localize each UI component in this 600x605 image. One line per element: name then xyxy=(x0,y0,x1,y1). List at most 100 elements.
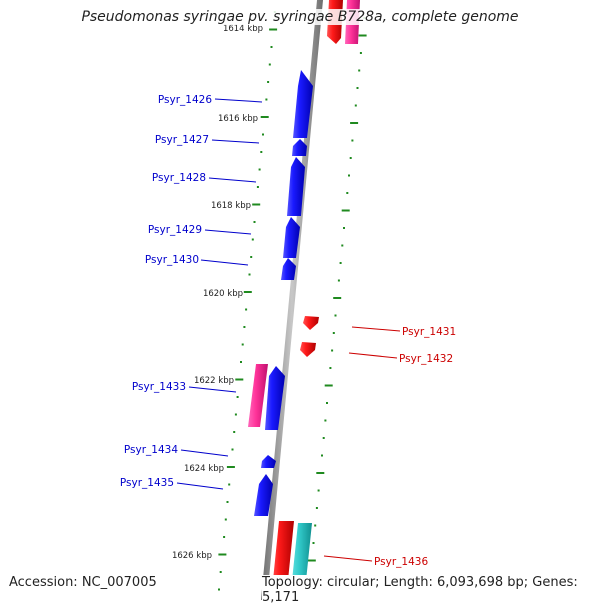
gene-arrow-psyr-1427[interactable] xyxy=(292,139,307,156)
minor-tick xyxy=(262,133,264,136)
minor-tick xyxy=(260,151,263,153)
minor-tick xyxy=(253,221,256,223)
gene-label-psyr-1430[interactable]: Psyr_1430 xyxy=(145,254,199,266)
genome-summary: Topology: circular; Length: 6,093,698 bp… xyxy=(262,575,600,605)
minor-tick xyxy=(322,437,325,439)
gene-arrow-psyr-1435[interactable] xyxy=(254,474,273,516)
major-tick xyxy=(269,28,278,31)
gene-label-psyr-1429[interactable]: Psyr_1429 xyxy=(148,224,202,236)
major-tick xyxy=(243,291,252,293)
minor-tick xyxy=(256,186,259,188)
minor-tick xyxy=(231,448,234,451)
major-tick xyxy=(358,34,367,37)
gene-arrow-psyr-1432[interactable] xyxy=(300,342,316,357)
minor-tick xyxy=(315,507,318,509)
minor-tick xyxy=(317,489,320,492)
minor-tick xyxy=(332,332,335,334)
minor-tick xyxy=(236,396,239,398)
minor-tick xyxy=(346,192,349,194)
leader-line xyxy=(188,386,237,393)
gene-arrow-psyr-1429[interactable] xyxy=(283,217,300,258)
gene-label-psyr-1434[interactable]: Psyr_1434 xyxy=(124,444,178,456)
gene-arrow-psyr-1431[interactable] xyxy=(303,316,319,330)
major-tick xyxy=(341,209,350,212)
gene-label-psyr-1427[interactable]: Psyr_1427 xyxy=(155,134,209,146)
minor-tick xyxy=(343,227,345,229)
major-tick xyxy=(218,553,227,556)
minor-tick xyxy=(337,279,340,282)
minor-tick xyxy=(348,174,350,177)
map-title: Pseudomonas syringae pv. syringae B728a,… xyxy=(0,9,600,25)
tick-label: 1626 kbp xyxy=(172,551,212,561)
leader-line xyxy=(351,326,401,332)
leader-line xyxy=(180,449,229,457)
minor-tick xyxy=(250,256,253,258)
gene-label-psyr-1431[interactable]: Psyr_1431 xyxy=(402,326,456,338)
minor-tick xyxy=(334,314,337,317)
gene-arrow-psyr-1426[interactable] xyxy=(293,70,313,138)
gene-arrow-psyr-1434[interactable] xyxy=(261,455,276,468)
tick-label: 1624 kbp xyxy=(184,464,224,474)
minor-tick xyxy=(359,52,362,54)
major-tick xyxy=(333,297,342,299)
minor-tick xyxy=(223,536,226,538)
minor-tick xyxy=(329,367,332,369)
gene-bar-psyr-1433[interactable] xyxy=(248,364,268,427)
minor-tick xyxy=(245,308,248,311)
minor-tick xyxy=(341,244,344,247)
leader-line xyxy=(348,352,398,359)
scale-labels: 1614 kbp 1616 kbp 1618 kbp 1620 kbp 1622… xyxy=(172,24,263,561)
minor-tick xyxy=(270,46,273,48)
tick-label: 1614 kbp xyxy=(223,24,263,34)
major-tick xyxy=(235,378,244,381)
minor-tick xyxy=(321,454,323,457)
tick-label: 1622 kbp xyxy=(194,376,234,386)
leader-line xyxy=(176,482,224,490)
minor-tick xyxy=(339,262,342,264)
minor-tick xyxy=(248,273,251,276)
minor-tick xyxy=(326,402,328,404)
gene-arrow-psyr-1428[interactable] xyxy=(287,157,305,216)
minor-tick xyxy=(356,87,359,89)
minor-tick xyxy=(251,238,254,241)
tick-label: 1620 kbp xyxy=(203,289,243,299)
leader-line xyxy=(204,229,252,235)
major-tick xyxy=(226,466,235,468)
gene-label-psyr-1426[interactable]: Psyr_1426 xyxy=(158,94,212,106)
minor-tick xyxy=(331,349,334,352)
minor-tick xyxy=(265,98,268,101)
minor-tick xyxy=(358,69,361,72)
minor-tick xyxy=(267,81,270,83)
minor-tick xyxy=(354,104,357,107)
leader-line xyxy=(214,98,263,103)
gene-arrow-psyr-1433b[interactable] xyxy=(265,366,285,430)
minor-tick xyxy=(243,326,246,328)
major-tick xyxy=(307,559,316,562)
minor-tick xyxy=(349,157,352,159)
minor-tick xyxy=(233,431,236,433)
gene-label-psyr-1435[interactable]: Psyr_1435 xyxy=(120,477,174,489)
leader-line xyxy=(208,177,257,183)
genome-backbone xyxy=(261,0,323,600)
tick-label: 1618 kbp xyxy=(211,201,251,211)
gene-arrow-psyr-1430[interactable] xyxy=(281,258,296,280)
minor-tick xyxy=(312,542,315,544)
major-tick xyxy=(324,384,333,387)
gene-label-psyr-1432[interactable]: Psyr_1432 xyxy=(399,353,453,365)
minor-tick xyxy=(268,63,271,66)
minor-tick xyxy=(314,524,317,527)
major-tick xyxy=(252,203,261,206)
minor-tick xyxy=(228,483,231,486)
leader-line xyxy=(323,555,373,562)
minor-tick xyxy=(218,588,220,591)
minor-tick xyxy=(351,139,354,142)
accession-label: Accession: NC_007005 xyxy=(9,575,157,590)
gene-label-psyr-1433[interactable]: Psyr_1433 xyxy=(132,381,186,393)
leader-line xyxy=(211,139,260,144)
gene-label-psyr-1428[interactable]: Psyr_1428 xyxy=(152,172,206,184)
gene-label-psyr-1436[interactable]: Psyr_1436 xyxy=(374,556,428,568)
minor-tick xyxy=(226,501,229,503)
tick-label: 1616 kbp xyxy=(218,114,258,124)
major-tick xyxy=(316,472,325,474)
